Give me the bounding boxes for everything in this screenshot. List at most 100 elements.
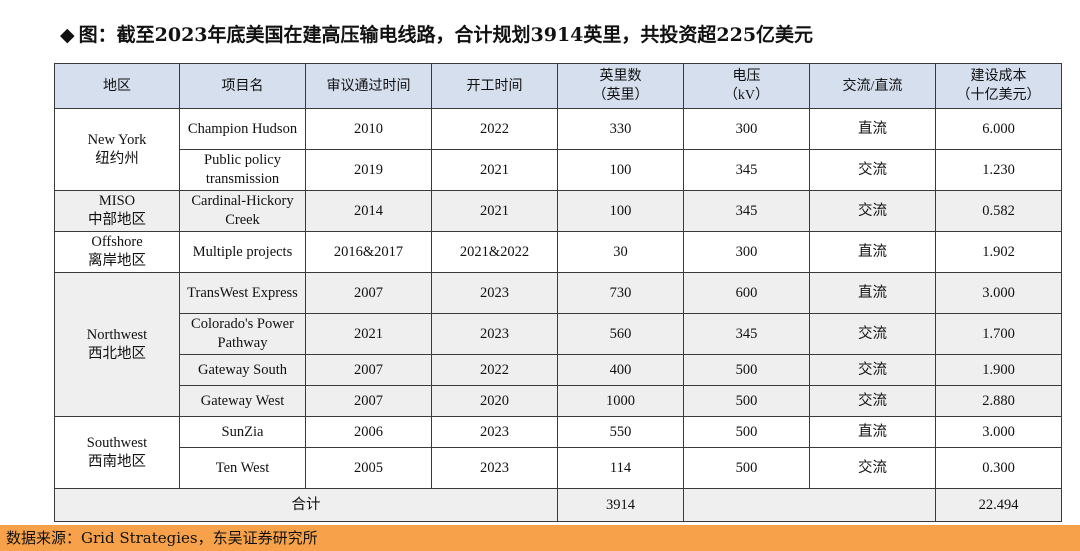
project-cell: Champion Hudson: [179, 108, 306, 150]
type-cell: 直流: [809, 108, 936, 150]
total-cost: 22.494: [935, 488, 1062, 522]
miles-cell: 114: [557, 447, 684, 489]
miles-cell: 100: [557, 190, 684, 232]
voltage-cell: 345: [683, 190, 810, 232]
project-cell: Ten West: [179, 447, 306, 489]
approved-cell: 2010: [305, 108, 432, 150]
approved-cell: 2006: [305, 416, 432, 448]
type-cell: 交流: [809, 149, 936, 191]
voltage-cell: 500: [683, 447, 810, 489]
cost-cell: 0.300: [935, 447, 1062, 489]
header-miles: 英里数 （英里）: [557, 63, 684, 109]
project-cell: Cardinal-Hickory Creek: [179, 190, 306, 232]
region-cell-southwest: Southwest 西南地区: [54, 416, 180, 489]
cost-cell: 2.880: [935, 385, 1062, 417]
start-cell: 2022: [431, 108, 558, 150]
miles-cell: 30: [557, 231, 684, 273]
total-label: 合计: [54, 488, 558, 522]
start-cell: 2023: [431, 313, 558, 355]
figure-title: ◆ 图：截至2023年底美国在建高压输电线路，合计规划3914英里，共投资超225…: [60, 20, 1050, 50]
type-cell: 交流: [809, 447, 936, 489]
approved-cell: 2019: [305, 149, 432, 191]
table-row: Gateway West 2007 2020 1000 500 交流 2.880: [55, 385, 1062, 417]
table-row: Offshore 离岸地区 Multiple projects 2016&2017…: [54, 231, 1062, 273]
type-cell: 交流: [809, 385, 936, 417]
voltage-cell: 500: [683, 354, 810, 386]
approved-cell: 2021: [305, 313, 432, 355]
approved-cell: 2007: [305, 354, 432, 386]
region-cell-offshore: Offshore 离岸地区: [54, 231, 180, 273]
region-cell-miso: MISO 中部地区: [54, 190, 180, 232]
cost-cell: 6.000: [935, 108, 1062, 150]
type-cell: 交流: [809, 190, 936, 232]
figure-title-text: 图：截至2023年底美国在建高压输电线路，合计规划3914英里，共投资超225亿…: [78, 24, 814, 46]
miles-cell: 550: [557, 416, 684, 448]
approved-cell: 2007: [305, 385, 432, 417]
approved-cell: 2005: [305, 447, 432, 489]
voltage-cell: 345: [683, 149, 810, 191]
header-approved: 审议通过时间: [305, 63, 432, 109]
table-row: Ten West 2005 2023 114 500 交流 0.300: [55, 447, 1062, 489]
approved-cell: 2007: [305, 272, 432, 314]
voltage-cell: 345: [683, 313, 810, 355]
region-cell-new-york: New York 纽约州: [54, 108, 180, 191]
project-cell: TransWest Express: [179, 272, 306, 314]
type-cell: 交流: [809, 354, 936, 386]
approved-cell: 2014: [305, 190, 432, 232]
table-row: Northwest 西北地区 TransWest Express 2007 202…: [54, 272, 1062, 417]
start-cell: 2021&2022: [431, 231, 558, 273]
header-project: 项目名: [179, 63, 306, 109]
voltage-cell: 300: [683, 108, 810, 150]
project-cell: SunZia: [179, 416, 306, 448]
miles-cell: 560: [557, 313, 684, 355]
voltage-cell: 500: [683, 385, 810, 417]
project-cell: Gateway South: [179, 354, 306, 386]
voltage-cell: 600: [683, 272, 810, 314]
table-row: Public policy transmission 2019 2021 100…: [55, 149, 1062, 191]
project-cell: Public policy transmission: [179, 149, 306, 191]
project-cell: Colorado's Power Pathway: [179, 313, 306, 355]
miles-cell: 730: [557, 272, 684, 314]
miles-cell: 100: [557, 149, 684, 191]
table-row: Colorado's Power Pathway 2021 2023 560 3…: [55, 313, 1062, 355]
diamond-marker: ◆: [60, 24, 75, 46]
start-cell: 2021: [431, 190, 558, 232]
cost-cell: 1.902: [935, 231, 1062, 273]
source-footer: 数据来源：Grid Strategies，东吴证券研究所: [0, 525, 1080, 551]
miles-cell: 1000: [557, 385, 684, 417]
table-header-row: 地区 项目名 审议通过时间 开工时间 英里数 （英里） 电压 （kV） 交流/直流 …: [54, 63, 1062, 109]
start-cell: 2023: [431, 272, 558, 314]
table-row: New York 纽约州 Champion Hudson 2010 2022 33…: [54, 108, 1062, 191]
start-cell: 2023: [431, 416, 558, 448]
approved-cell: 2016&2017: [305, 231, 432, 273]
project-cell: Gateway West: [179, 385, 306, 417]
region-cell-northwest: Northwest 西北地区: [54, 272, 180, 417]
project-cell: Multiple projects: [179, 231, 306, 273]
total-row: 合计 3914 22.494: [54, 488, 1062, 522]
total-empty: [683, 488, 936, 522]
cost-cell: 1.900: [935, 354, 1062, 386]
table-row: Southwest 西南地区 SunZia 2006 2023 550 500 直…: [54, 416, 1062, 489]
type-cell: 交流: [809, 313, 936, 355]
start-cell: 2021: [431, 149, 558, 191]
header-ac-dc: 交流/直流: [809, 63, 936, 109]
cost-cell: 1.700: [935, 313, 1062, 355]
transmission-lines-table: 地区 项目名 审议通过时间 开工时间 英里数 （英里） 电压 （kV） 交流/直流 …: [54, 63, 1062, 522]
type-cell: 直流: [809, 231, 936, 273]
voltage-cell: 300: [683, 231, 810, 273]
header-voltage: 电压 （kV）: [683, 63, 810, 109]
start-cell: 2022: [431, 354, 558, 386]
total-miles: 3914: [557, 488, 684, 522]
cost-cell: 3.000: [935, 272, 1062, 314]
header-start: 开工时间: [431, 63, 558, 109]
miles-cell: 400: [557, 354, 684, 386]
type-cell: 直流: [809, 416, 936, 448]
header-region: 地区: [54, 63, 180, 109]
miles-cell: 330: [557, 108, 684, 150]
table-row: Gateway South 2007 2022 400 500 交流 1.900: [55, 354, 1062, 386]
type-cell: 直流: [809, 272, 936, 314]
voltage-cell: 500: [683, 416, 810, 448]
header-cost: 建设成本 （十亿美元）: [935, 63, 1062, 109]
cost-cell: 3.000: [935, 416, 1062, 448]
table-row: MISO 中部地区 Cardinal-Hickory Creek 2014 202…: [54, 190, 1062, 232]
